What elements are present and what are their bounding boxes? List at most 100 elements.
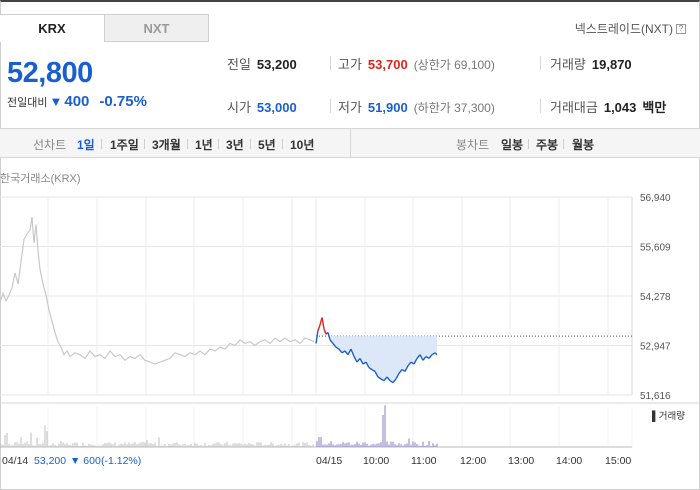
today-series [315,317,632,384]
separator [282,139,283,149]
previous-day-line [0,217,315,365]
period-10y[interactable]: 10년 [290,138,315,152]
divider [330,56,331,70]
change-label: 전일대비 [7,97,48,109]
y-tick-label: 52,947 [640,342,671,353]
candle-monthly[interactable]: 월봉 [572,138,595,152]
today-line-segment [422,356,427,361]
separator [187,139,188,149]
x-tick-label: 12:00 [460,455,486,467]
lower-limit: (하한가 37,300) [413,101,495,115]
divider [540,99,541,113]
today-line-segment [425,355,430,359]
today-line-segment [329,339,334,344]
y-tick-label: 54,278 [640,292,671,303]
down-triangle-icon: ▼ [49,94,63,109]
today-line-segment [377,376,382,380]
tab-krx[interactable]: KRX [0,14,105,42]
help-icon[interactable]: ? [676,23,686,34]
separator [250,139,251,149]
candle-daily[interactable]: 일봉 [501,138,524,152]
separator [563,139,564,149]
stat-unit: 백만 [642,100,667,115]
previous-change-percent: (-1.12%) [101,455,141,467]
separator [528,139,529,149]
today-line-segment [371,368,376,373]
today-line-segment [356,357,361,363]
volume-legend: ▌거래량 [652,410,685,422]
stat-label: 고가 [338,57,362,72]
today-line-segment [332,343,337,348]
today-line-segment [407,361,412,367]
change-percent: -0.75% [99,93,147,110]
today-line-segment [380,378,385,382]
stat-label: 저가 [338,100,362,115]
today-line-segment [359,358,364,365]
volume-panel: ▌거래량 [0,402,700,448]
stat-open: 시가 53,000 [227,97,297,116]
period-5y[interactable]: 5년 [258,138,276,152]
x-tick-label: 04/15 [316,455,342,467]
stat-value: 53,000 [256,100,297,115]
price-change: 전일대비 ▼ 400 -0.75% [7,93,147,110]
nxt-link-label[interactable]: 넥스트레이드(NXT) [574,22,673,36]
x-tick-label: 13:00 [508,455,534,467]
previous-day-series [0,217,315,365]
stat-label: 거래량 [550,57,586,72]
today-line-segment [335,346,340,350]
current-price: 52,800 [7,57,93,89]
period-3y[interactable]: 3년 [226,138,244,152]
stat-value: 19,870 [591,57,632,72]
candle-chart-label: 봉차트 [456,138,490,152]
data-source: 한국거래소(KRX) [0,173,81,185]
nxt-link[interactable]: 넥스트레이드(NXT) ? [575,20,686,37]
stat-prev-close: 전일 53,200 [227,54,297,73]
stat-high: 고가 53,700 (상한가 69,100) [338,54,495,73]
period-1y[interactable]: 1년 [195,138,213,152]
period-3m[interactable]: 3개월 [152,138,181,152]
change-value: 400 [64,93,90,110]
stat-label: 시가 [227,100,251,115]
today-line-segment [419,354,424,361]
today-line-segment [434,352,438,356]
today-line-segment [350,348,355,357]
today-line-segment [386,376,391,382]
today-line-segment [315,330,319,344]
today-line-segment [368,367,373,371]
today-line-segment [413,358,418,365]
previous-close: 53,200 [34,455,66,467]
candle-weekly[interactable]: 주봉 [536,138,559,152]
previous-change: ▼ 600 [70,455,101,467]
today-line-segment [353,356,358,363]
today-line-segment [428,354,433,359]
period-1d[interactable]: 1일 [77,138,95,152]
separator [101,139,102,149]
today-line-segment [365,361,370,369]
x-tick-label: 04/14 [2,455,28,467]
x-tick-label: 15:00 [605,455,631,467]
divider [350,129,351,158]
below-reference-fill [316,336,437,383]
upper-limit: (상한가 69,100) [413,58,495,72]
today-line-segment [347,348,352,356]
today-line-segment [321,317,325,329]
today-line-segment [416,354,421,359]
x-axis-ticks: 04/14 04/15 10:00 11:00 12:00 13:00 14:00 15:00 [2,455,631,467]
line-chart-label: 선차트 [33,138,67,152]
tab-nxt[interactable]: NXT [104,14,209,42]
x-tick-label: 11:00 [411,455,437,467]
stat-value: 53,700 [367,57,408,72]
x-tick-label: 14:00 [556,455,582,467]
today-line-segment [395,372,400,380]
today-line-segment [389,380,394,384]
today-line-segment [327,332,331,340]
today-line-segment [344,350,349,356]
stat-value: 53,200 [256,57,297,72]
y-tick-label: 55,609 [640,243,671,254]
stat-low: 저가 51,900 (하한가 37,300) [338,97,495,116]
divider [540,56,541,70]
price-chart[interactable]: 56,940 55,609 54,278 52,947 51,616 ▌거래량 04/1… [0,185,700,490]
period-1w[interactable]: 1주일 [110,138,139,152]
y-axis-ticks: 56,940 55,609 54,278 52,947 51,616 [640,193,671,402]
separator [218,139,219,149]
